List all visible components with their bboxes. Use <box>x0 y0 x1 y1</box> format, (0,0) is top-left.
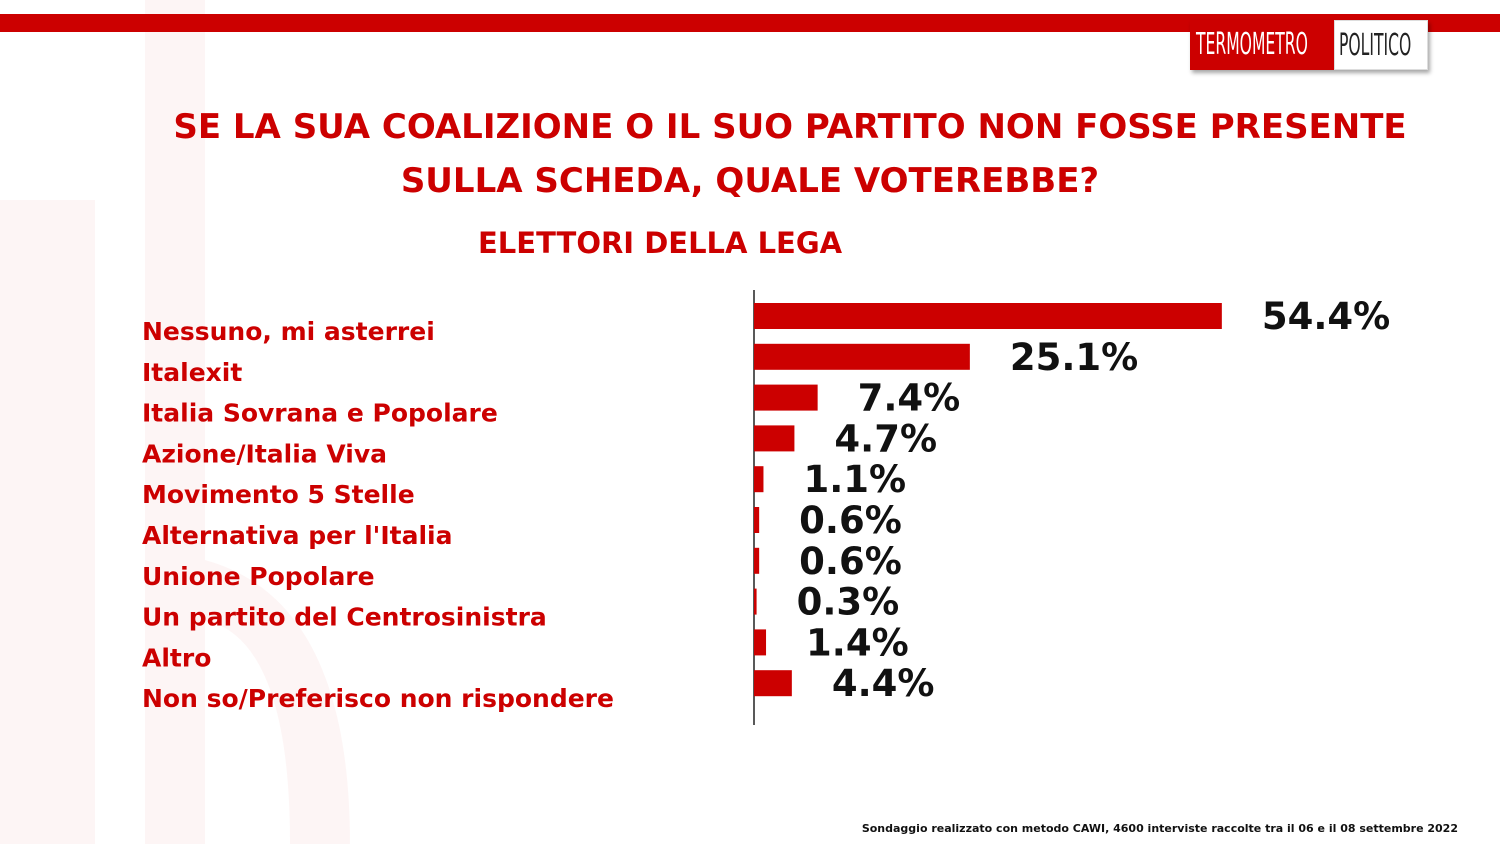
termometro-politico-logo: TERMOMETRO POLITICO <box>1190 20 1428 70</box>
value-labels: 54.4%25.1%7.4%4.7%1.1%0.6%0.6%0.3%1.4%4.… <box>797 295 1391 705</box>
chart-title-line-2: SULLA SCHEDA, QUALE VOTEREBBE? <box>400 161 1100 201</box>
logo-left-text: TERMOMETRO <box>1196 27 1308 62</box>
value-label: 1.4% <box>806 621 909 664</box>
value-label: 54.4% <box>1262 295 1390 338</box>
bar <box>754 303 1222 329</box>
bar <box>754 588 757 615</box>
value-label: 4.7% <box>834 417 937 460</box>
value-label: 7.4% <box>858 377 961 420</box>
category-label: Unione Popolare <box>142 562 375 591</box>
value-label: 0.3% <box>797 581 900 624</box>
category-label: Altro <box>142 643 211 672</box>
category-label: Movimento 5 Stelle <box>142 480 415 509</box>
category-label: Non so/Preferisco non rispondere <box>142 684 614 713</box>
bar <box>754 466 764 493</box>
bar <box>754 384 818 411</box>
category-label: Alternativa per l'Italia <box>142 521 452 550</box>
value-label: 25.1% <box>1010 336 1138 379</box>
category-label: Nessuno, mi asterrei <box>142 317 435 346</box>
top-accent-bar <box>0 14 1500 32</box>
value-label: 4.4% <box>832 662 935 705</box>
value-label: 1.1% <box>803 458 906 501</box>
chart-title-line-1: SE LA SUA COALIZIONE O IL SUO PARTITO NO… <box>173 107 1407 147</box>
logo-right-block: POLITICO <box>1334 20 1428 70</box>
chart-subtitle: ELETTORI DELLA LEGA <box>478 226 843 260</box>
logo-left-block: TERMOMETRO <box>1190 20 1334 70</box>
category-label: Italia Sovrana e Popolare <box>142 399 498 428</box>
category-label: Un partito del Centrosinistra <box>142 603 547 632</box>
bar <box>754 629 767 656</box>
value-label: 0.6% <box>799 540 902 583</box>
bar <box>754 670 792 697</box>
category-labels: Nessuno, mi asterrei Italexit Italia Sovra… <box>142 317 614 713</box>
logo-right-text: POLITICO <box>1339 28 1412 63</box>
bar <box>754 425 795 452</box>
bar <box>754 343 970 370</box>
bar <box>754 547 760 574</box>
category-label: Italexit <box>142 358 242 387</box>
chart-title: SE LA SUA COALIZIONE O IL SUO PARTITO NO… <box>60 100 1500 208</box>
bar <box>754 507 760 533</box>
survey-footnote: Sondaggio realizzato con metodo CAWI, 46… <box>861 822 1458 835</box>
category-label: Azione/Italia Viva <box>142 439 387 468</box>
bars <box>754 303 1222 697</box>
value-label: 0.6% <box>799 499 902 542</box>
